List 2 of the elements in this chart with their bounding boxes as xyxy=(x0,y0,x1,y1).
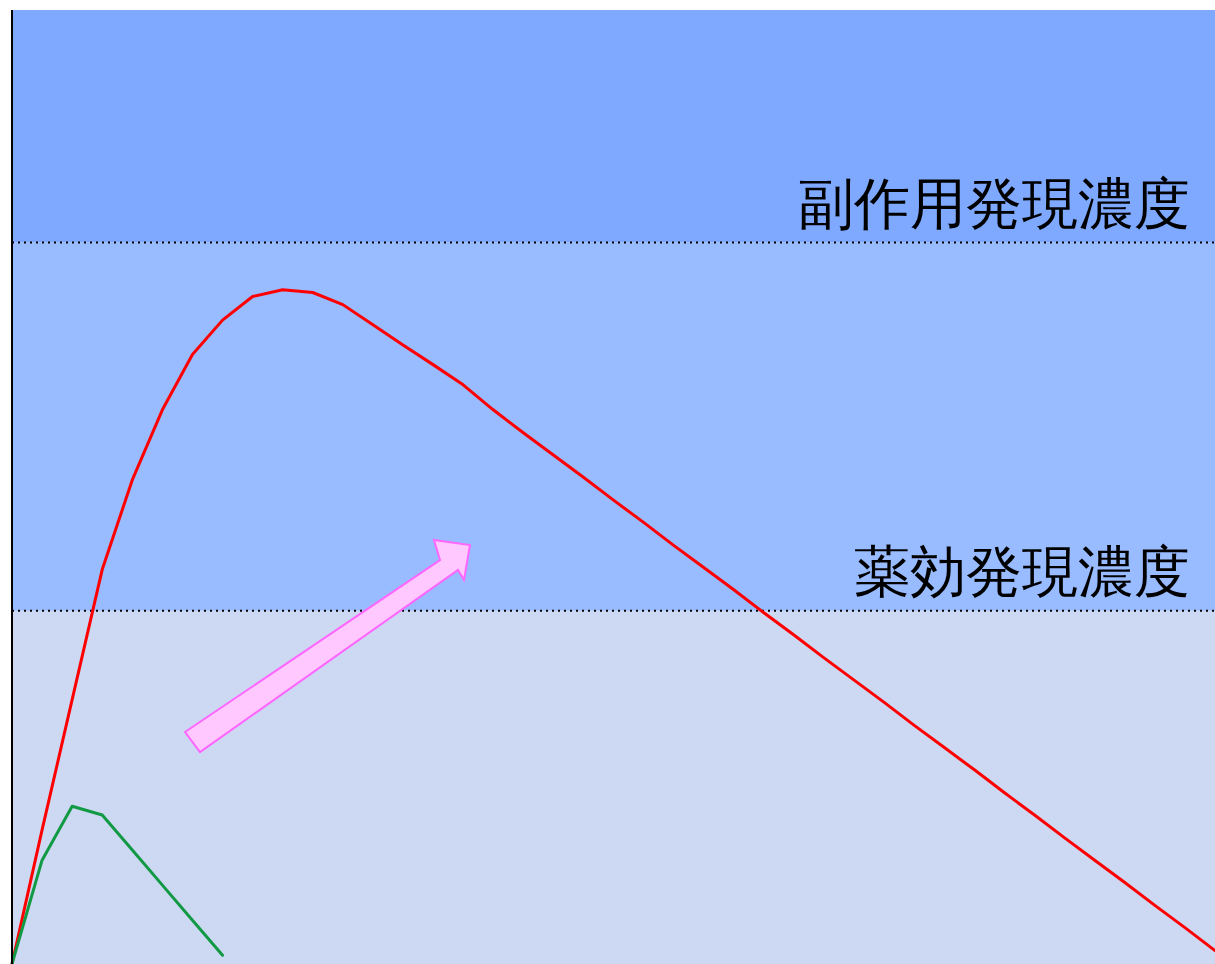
band-label: 薬効発現濃度 xyxy=(854,538,1190,604)
band-label: 副作用発現濃度 xyxy=(798,170,1190,236)
